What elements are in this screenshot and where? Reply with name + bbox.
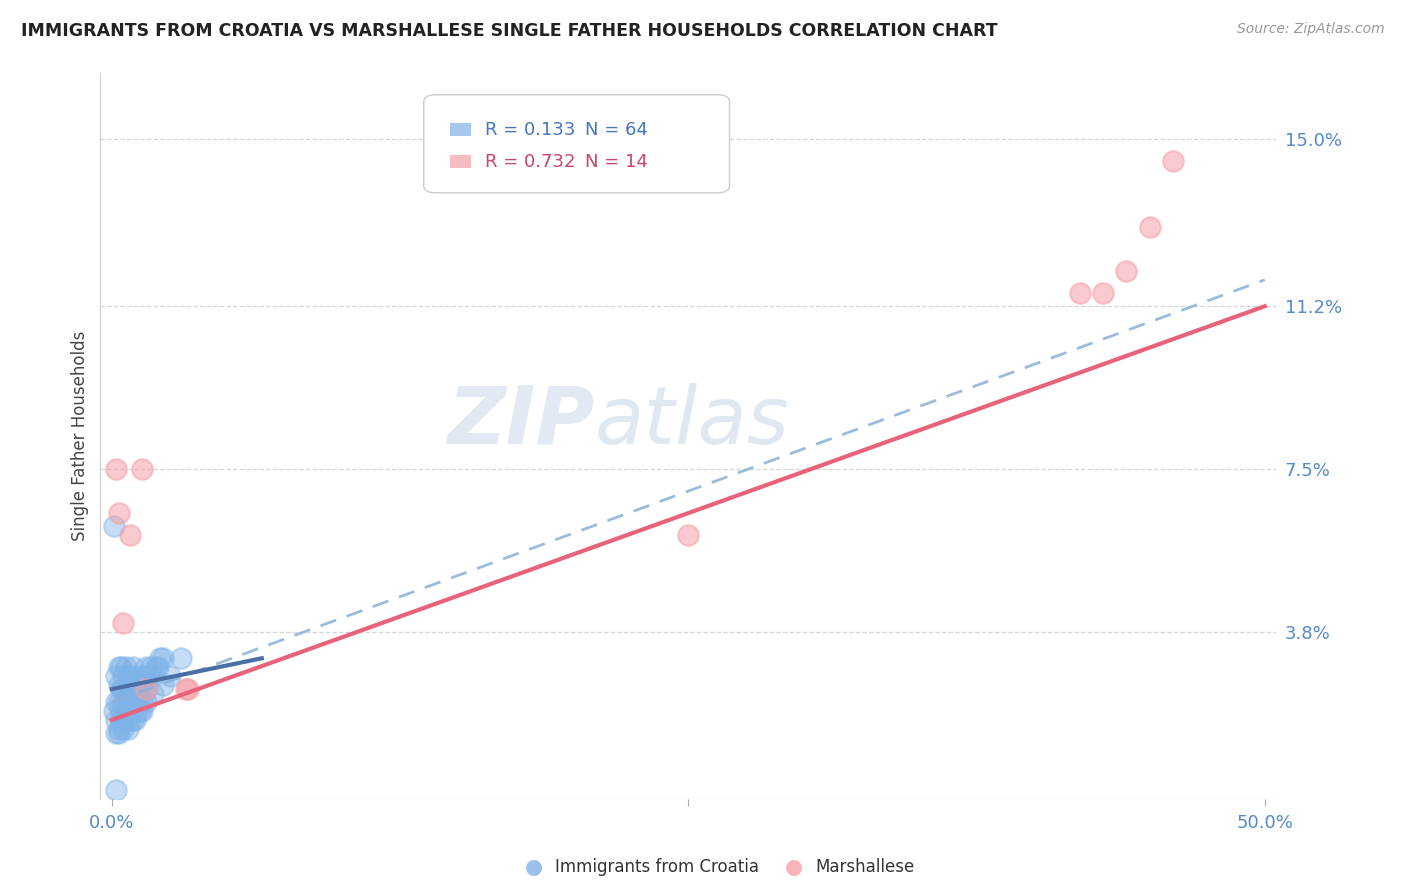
Point [110, 713, 132, 727]
Point [124, 713, 146, 727]
Point [120, 528, 142, 542]
Y-axis label: Single Father Households: Single Father Households [72, 331, 89, 541]
Point [152, 651, 174, 665]
Point [114, 704, 136, 718]
Point [120, 713, 142, 727]
Point [121, 678, 143, 692]
Point [107, 695, 129, 709]
Point [120, 682, 142, 697]
Point [112, 695, 135, 709]
Point [131, 704, 153, 718]
Point [105, 726, 128, 740]
Point [146, 660, 169, 674]
Point [159, 669, 181, 683]
Point [145, 660, 167, 674]
Point [105, 669, 128, 683]
Point [120, 704, 142, 718]
Text: R = 0.732: R = 0.732 [485, 153, 575, 170]
Point [117, 722, 139, 736]
Point [127, 678, 149, 692]
Point [149, 651, 172, 665]
Point [114, 660, 136, 674]
Text: R = 0.133: R = 0.133 [485, 120, 575, 138]
FancyBboxPatch shape [450, 123, 471, 136]
Point [174, 682, 197, 697]
Point [135, 660, 157, 674]
Text: Immigrants from Croatia: Immigrants from Croatia [555, 858, 759, 876]
Text: N = 64: N = 64 [585, 120, 648, 138]
Point [678, 528, 700, 542]
Point [138, 669, 160, 683]
Point [135, 682, 157, 697]
Text: Source: ZipAtlas.com: Source: ZipAtlas.com [1237, 22, 1385, 37]
Point [105, 783, 128, 797]
Point [127, 695, 149, 709]
Text: ●: ● [786, 857, 803, 877]
Point [121, 695, 143, 709]
Point [131, 695, 153, 709]
Text: ZIP: ZIP [447, 383, 595, 460]
Point [110, 660, 132, 674]
Point [120, 669, 142, 683]
FancyBboxPatch shape [423, 95, 730, 193]
Point [110, 704, 132, 718]
Point [128, 686, 150, 700]
Point [135, 682, 157, 697]
Point [142, 669, 165, 683]
Point [103, 519, 125, 533]
Text: ●: ● [526, 857, 543, 877]
Point [124, 686, 146, 700]
Point [112, 616, 135, 631]
Point [107, 726, 129, 740]
Point [1139, 219, 1161, 234]
Point [128, 669, 150, 683]
Point [124, 669, 146, 683]
Point [139, 660, 162, 674]
Point [117, 669, 139, 683]
Point [121, 713, 143, 727]
Point [107, 678, 129, 692]
Point [112, 669, 135, 683]
Point [114, 713, 136, 727]
FancyBboxPatch shape [450, 155, 471, 168]
Point [1161, 153, 1184, 168]
Point [135, 695, 157, 709]
Point [1069, 286, 1091, 301]
Point [177, 682, 200, 697]
Point [105, 462, 128, 476]
Point [131, 462, 153, 476]
Point [105, 713, 128, 727]
Text: Marshallese: Marshallese [815, 858, 915, 876]
Text: IMMIGRANTS FROM CROATIA VS MARSHALLESE SINGLE FATHER HOUSEHOLDS CORRELATION CHAR: IMMIGRANTS FROM CROATIA VS MARSHALLESE S… [21, 22, 998, 40]
Point [121, 660, 143, 674]
Point [112, 722, 135, 736]
Point [105, 695, 128, 709]
Text: N = 14: N = 14 [585, 153, 648, 170]
Point [127, 704, 149, 718]
Point [107, 660, 129, 674]
Point [152, 678, 174, 692]
Point [1115, 264, 1137, 278]
Point [112, 682, 135, 697]
Point [134, 669, 156, 683]
Point [170, 651, 193, 665]
Point [114, 682, 136, 697]
Point [1092, 286, 1115, 301]
Point [107, 722, 129, 736]
Point [142, 686, 165, 700]
Point [103, 704, 125, 718]
Point [112, 713, 135, 727]
Point [128, 704, 150, 718]
Point [107, 506, 129, 520]
Text: atlas: atlas [595, 383, 789, 460]
Point [131, 678, 153, 692]
Point [110, 682, 132, 697]
Point [117, 704, 139, 718]
Point [117, 686, 139, 700]
